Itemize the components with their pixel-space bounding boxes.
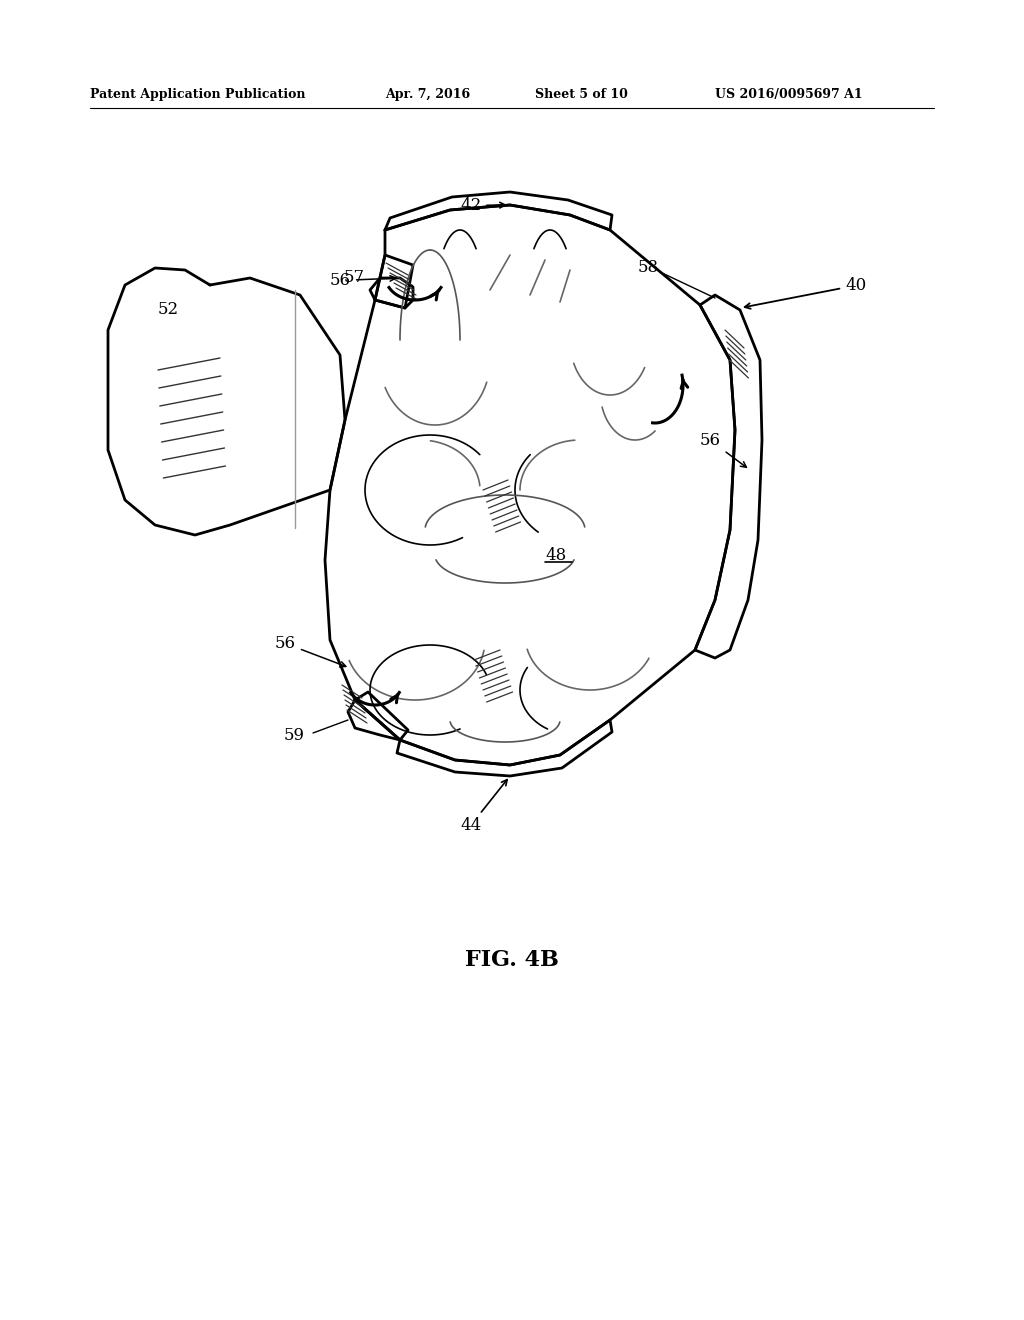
Text: 48: 48 xyxy=(545,546,566,564)
Text: 56: 56 xyxy=(700,432,746,467)
Text: 58: 58 xyxy=(638,260,659,276)
Text: Apr. 7, 2016: Apr. 7, 2016 xyxy=(385,88,470,102)
Text: Sheet 5 of 10: Sheet 5 of 10 xyxy=(535,88,628,102)
Text: FIG. 4B: FIG. 4B xyxy=(465,949,559,972)
Text: 44: 44 xyxy=(460,780,507,834)
Text: 40: 40 xyxy=(744,277,866,309)
Text: 57: 57 xyxy=(344,269,365,286)
Text: 56: 56 xyxy=(330,272,395,289)
Text: 56: 56 xyxy=(275,635,346,667)
Text: 42: 42 xyxy=(460,197,506,214)
Text: Patent Application Publication: Patent Application Publication xyxy=(90,88,305,102)
Text: 59: 59 xyxy=(284,726,305,743)
Text: US 2016/0095697 A1: US 2016/0095697 A1 xyxy=(715,88,862,102)
Text: 52: 52 xyxy=(158,301,179,318)
